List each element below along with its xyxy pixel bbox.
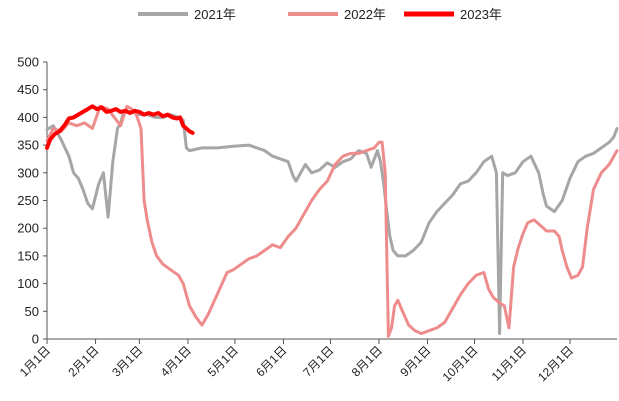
x-axis: 1月1日 2月1日 3月1日 4月1日 5月1日 6月1日 7月1日 8月1日 9月1日 10月1… <box>17 338 617 384</box>
legend: 2021年 2022年 2023年 <box>138 7 502 22</box>
y-tick-label: 150 <box>17 248 39 263</box>
legend-label-1: 2021年 <box>194 7 236 22</box>
x-tick-label: 6月1日 <box>253 343 289 379</box>
y-tick-label: 250 <box>17 193 39 208</box>
x-tick-label: 9月1日 <box>397 343 433 379</box>
legend-label-3: 2023年 <box>460 7 502 22</box>
y-tick-label: 100 <box>17 276 39 291</box>
x-tick-label: 8月1日 <box>349 343 385 379</box>
y-tick-label: 500 <box>17 55 39 70</box>
x-tick-label: 12月1日 <box>535 343 576 384</box>
y-tick-label: 300 <box>17 165 39 180</box>
x-tick-label: 10月1日 <box>440 343 481 384</box>
x-tick-label: 7月1日 <box>300 343 336 379</box>
y-tick-label: 350 <box>17 138 39 153</box>
legend-label-2: 2022年 <box>344 7 386 22</box>
x-tick-label: 5月1日 <box>205 343 241 379</box>
x-tick-label: 1月1日 <box>17 343 53 379</box>
series-layer <box>45 104 619 338</box>
y-axis: 0 50 100 150 200 250 300 350 400 450 500 <box>17 55 48 347</box>
series-line-2 <box>45 104 619 338</box>
x-tick-label: 2月1日 <box>65 343 101 379</box>
x-tick-label: 11月1日 <box>489 343 529 383</box>
series-line-1 <box>45 110 619 335</box>
x-tick-label: 3月1日 <box>109 343 145 379</box>
y-tick-label: 200 <box>17 221 39 236</box>
series-line-3 <box>45 104 195 150</box>
y-tick-label: 50 <box>25 304 39 319</box>
y-tick-label: 400 <box>17 110 39 125</box>
x-tick-label: 4月1日 <box>158 343 194 379</box>
y-tick-label: 0 <box>32 332 39 347</box>
y-tick-label: 450 <box>17 82 39 97</box>
